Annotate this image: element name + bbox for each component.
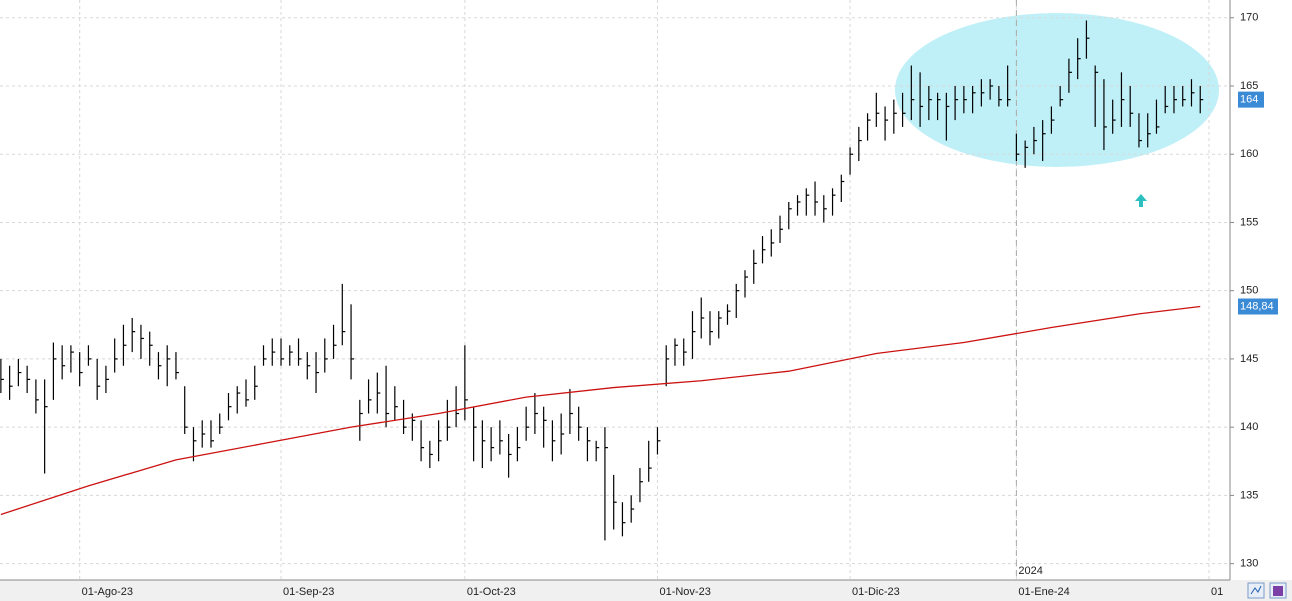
x-axis-bar xyxy=(0,580,1292,601)
y-tick-label: 145 xyxy=(1240,353,1258,365)
y-tick-label: 135 xyxy=(1240,489,1258,501)
year-label: 2024 xyxy=(1018,565,1042,577)
y-tick-label: 155 xyxy=(1240,216,1258,228)
y-tick-label: 130 xyxy=(1240,558,1258,570)
last-price-label: 164 xyxy=(1240,94,1258,106)
x-tick-label: 01-Oct-23 xyxy=(467,586,516,598)
x-tick-label: 01-Dic-23 xyxy=(852,586,900,598)
y-tick-label: 165 xyxy=(1240,80,1258,92)
ma-price-box xyxy=(1238,298,1278,315)
x-tick-label: 01-Nov-23 xyxy=(659,586,710,598)
highlight-ellipse xyxy=(895,13,1219,167)
marks xyxy=(0,20,1204,541)
moving-average-line xyxy=(0,305,1201,516)
x-tick-label: 01-Ago-23 xyxy=(82,586,133,598)
y-tick-label: 140 xyxy=(1240,421,1258,433)
y-tick-label: 160 xyxy=(1240,148,1258,160)
y-tick-label: 170 xyxy=(1240,12,1258,24)
grid xyxy=(0,0,1234,586)
labels: 130 135 140 145 150 155 160 165 170 01-Ago-23 01-S… xyxy=(82,12,1278,598)
x-tick-label: 01-Sep-23 xyxy=(283,586,334,598)
up-arrow xyxy=(1135,194,1147,207)
zoom-icon xyxy=(1250,585,1262,595)
y-tick-label: 150 xyxy=(1240,285,1258,297)
x-tick-label: 01-Ene-24 xyxy=(1018,586,1069,598)
last-price-box xyxy=(1238,91,1264,108)
zoom-button[interactable] xyxy=(1247,582,1265,599)
ma-price-label: 148,84 xyxy=(1240,300,1274,312)
save-icon xyxy=(1273,586,1283,596)
x-tick-label: 01 xyxy=(1211,586,1223,598)
